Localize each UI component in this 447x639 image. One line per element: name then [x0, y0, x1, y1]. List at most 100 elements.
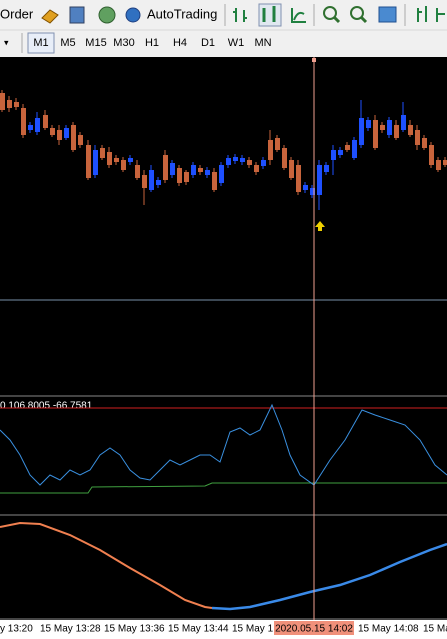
candle-body [35, 118, 40, 132]
oscillator-rising [211, 542, 447, 611]
candle-body [366, 120, 371, 128]
candle-body [156, 180, 161, 185]
shape [417, 6, 427, 22]
candle-body [0, 93, 5, 110]
shape [359, 15, 368, 24]
candle-body [387, 120, 392, 135]
candle-body [408, 125, 413, 135]
shape [350, 6, 364, 20]
candle-body [21, 108, 26, 135]
time-label: 15 May 14:08 [358, 624, 419, 635]
candle-body [310, 188, 315, 195]
candle-body [240, 158, 245, 162]
candle-body [121, 160, 126, 170]
candle-body [135, 165, 140, 178]
shape [98, 6, 116, 24]
autotrading-button[interactable]: AutoTrading [147, 6, 217, 21]
candle-body [422, 138, 427, 148]
candle-body [345, 145, 350, 150]
candle-body [170, 163, 175, 175]
signal-arrow [315, 221, 325, 231]
crosshair-handle [312, 58, 316, 62]
timeframe-button[interactable]: H4 [173, 37, 187, 49]
chart-bg [0, 57, 447, 620]
order-button[interactable]: Order [0, 6, 34, 21]
timeframe-button[interactable]: H1 [145, 37, 159, 49]
candle-body [191, 165, 196, 175]
candle-body [198, 168, 203, 172]
candle-body [373, 120, 378, 148]
candle-body [71, 125, 76, 150]
candle-body [50, 128, 55, 135]
timeframe-button[interactable]: M1 [33, 37, 48, 49]
time-label: y 13:20 [0, 624, 33, 635]
candle-body [107, 152, 112, 165]
candle-body [401, 115, 406, 130]
shape [332, 15, 341, 24]
candle-body [247, 160, 252, 165]
candle-body [7, 100, 12, 108]
cursor-time: 2020.05.15 14:02 [275, 624, 353, 635]
candle-body [184, 172, 189, 182]
indicator-signal-line [0, 482, 447, 494]
shape [262, 6, 276, 22]
timeframe-button[interactable]: M5 [60, 37, 75, 49]
dropdown-arrow[interactable]: ▾ [4, 37, 9, 47]
shape [291, 8, 306, 23]
timeframe-button[interactable]: D1 [201, 37, 215, 49]
shape [323, 6, 337, 20]
candle-body [212, 172, 217, 190]
toolbar-icons [41, 3, 445, 27]
candle-body [149, 170, 154, 190]
candle-body [28, 125, 33, 130]
shape [436, 8, 445, 22]
shape [233, 8, 247, 22]
candle-body [331, 150, 336, 160]
candle-body [254, 165, 259, 172]
time-label: 15 May 14: [423, 624, 447, 635]
candle-body [303, 185, 308, 190]
candle-body [205, 170, 210, 175]
time-label: 15 May 13:44 [168, 624, 229, 635]
candle-body [128, 158, 133, 162]
candle-body [261, 160, 266, 166]
shape [41, 9, 59, 24]
candle-body [93, 150, 98, 175]
candle-body [226, 158, 231, 165]
candle-body [282, 148, 287, 168]
candle-body [436, 160, 441, 170]
timeframe-button[interactable]: M30 [113, 37, 134, 49]
candle-body [14, 102, 19, 107]
candle-body [142, 175, 147, 188]
shape [125, 7, 141, 23]
candle-body [352, 140, 357, 158]
candle-body [324, 165, 329, 172]
candle-body [69, 6, 85, 24]
candle-body [100, 148, 105, 158]
time-label: 15 May 13:28 [40, 624, 101, 635]
timeframe-button[interactable]: MN [254, 37, 271, 49]
timeframe-button[interactable]: M15 [85, 37, 106, 49]
indicator-label: 0 106.8005 -66.7581 [0, 401, 93, 412]
candle-body [233, 157, 238, 161]
candle-body [114, 158, 119, 162]
candle-body [177, 168, 182, 183]
candle-body [57, 130, 62, 140]
indicator-main-line [0, 403, 447, 486]
candle-body [443, 160, 447, 165]
cursor-time-bg [274, 621, 354, 635]
candle-body [394, 125, 399, 138]
candle-body [429, 145, 434, 165]
time-label: 15 May 13:36 [104, 624, 165, 635]
candle-body [380, 125, 385, 130]
candle-body [275, 138, 280, 150]
candle-body [64, 128, 69, 138]
candles [0, 90, 447, 210]
timeframe-button[interactable]: W1 [228, 37, 245, 49]
candle-body [338, 150, 343, 155]
candle-body [258, 3, 282, 27]
oscillator-falling [0, 521, 213, 609]
candle-body [268, 140, 273, 160]
